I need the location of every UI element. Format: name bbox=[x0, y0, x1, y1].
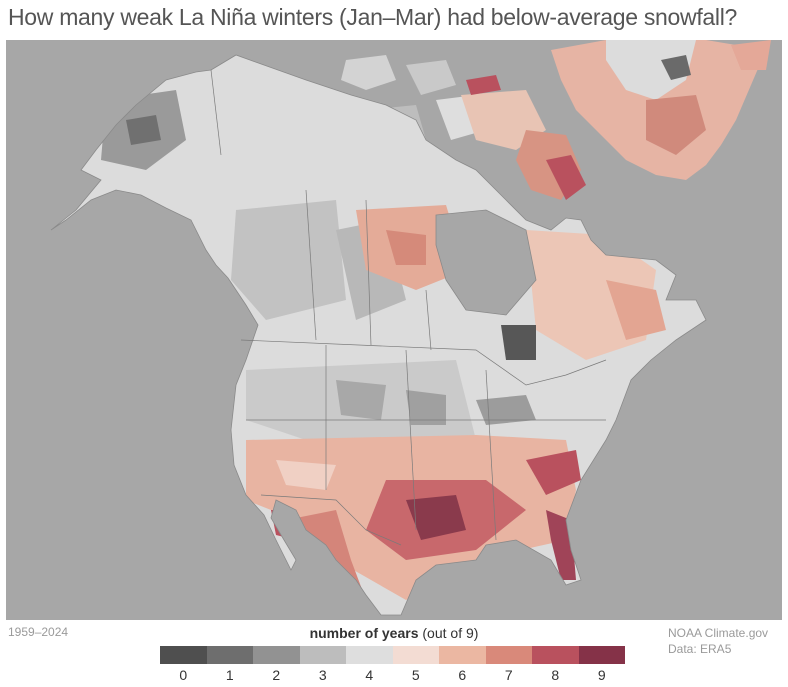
legend-label-3: 3 bbox=[318, 667, 327, 683]
legend-swatch-6 bbox=[439, 646, 486, 664]
credit: NOAA Climate.gov Data: ERA5 bbox=[668, 625, 780, 657]
legend-title-suffix: (out of 9) bbox=[418, 625, 479, 641]
legend-label-1: 1 bbox=[225, 667, 234, 683]
legend-label-0: 0 bbox=[179, 667, 188, 683]
political-boundaries bbox=[210, 69, 607, 546]
legend-label-9: 9 bbox=[597, 667, 606, 683]
legend-swatch-2 bbox=[253, 646, 300, 664]
period-label: 1959–2024 bbox=[8, 625, 69, 639]
legend-swatch-4 bbox=[346, 646, 393, 664]
legend-swatch-5 bbox=[392, 646, 439, 664]
legend-label-8: 8 bbox=[551, 667, 560, 683]
legend-swatch-7 bbox=[485, 646, 532, 664]
legend-swatch-0 bbox=[160, 646, 207, 664]
map-title: How many weak La Niña winters (Jan–Mar) … bbox=[8, 4, 738, 30]
legend-label-5: 5 bbox=[411, 667, 420, 683]
hudson-bay bbox=[435, 209, 537, 316]
legend-title: number of years (out of 9) bbox=[0, 625, 788, 641]
legend-swatch-3 bbox=[299, 646, 346, 664]
legend-label-7: 7 bbox=[504, 667, 513, 683]
legend-labels: 0 1 2 3 4 5 6 7 8 9 bbox=[160, 667, 625, 685]
snowfall-map bbox=[6, 40, 782, 620]
legend-swatch-8 bbox=[532, 646, 579, 664]
legend-title-bold: number of years bbox=[309, 625, 419, 641]
credit-source: NOAA Climate.gov bbox=[668, 626, 769, 640]
legend-label-4: 4 bbox=[365, 667, 374, 683]
credit-data: Data: ERA5 bbox=[668, 642, 732, 656]
legend-label-6: 6 bbox=[458, 667, 467, 683]
greenland-landmass bbox=[551, 40, 771, 180]
legend-label-2: 2 bbox=[272, 667, 281, 683]
legend-color-bar bbox=[160, 646, 625, 664]
legend-swatch-9 bbox=[578, 646, 625, 664]
legend-swatch-1 bbox=[206, 646, 253, 664]
